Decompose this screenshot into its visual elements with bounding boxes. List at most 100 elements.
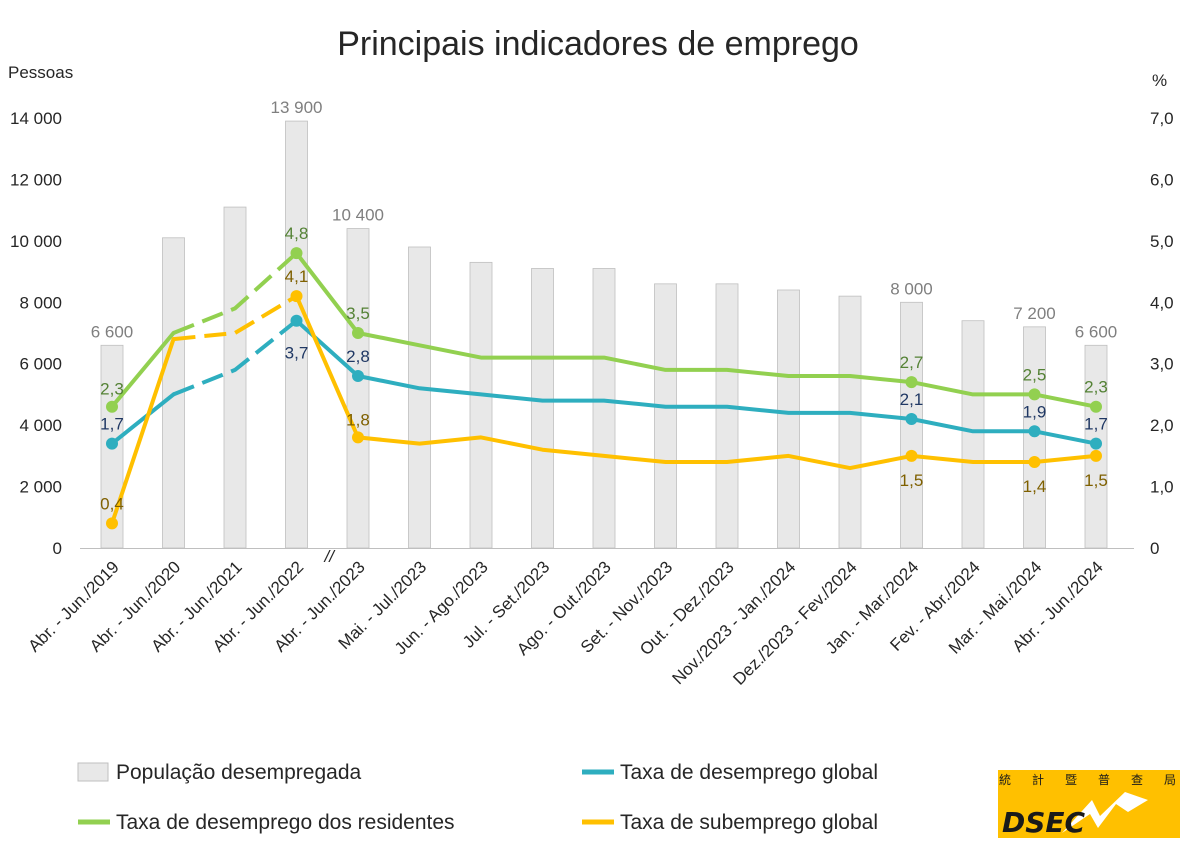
series-point-marker — [1028, 425, 1041, 438]
y-right-tick-label: 5,0 — [1150, 232, 1174, 251]
x-tick-label: Dez./2023 - Fev./2024 — [729, 557, 860, 688]
series-point-label: 2,3 — [100, 380, 124, 399]
logo-cjk-char: 計 — [1032, 772, 1044, 787]
series-point-label: 3,7 — [285, 344, 309, 363]
logo-cjk-char: 統 — [999, 773, 1011, 787]
series-point-label: 2,5 — [1023, 365, 1047, 384]
bar — [223, 206, 247, 549]
y-left-tick-label: 12 000 — [10, 170, 62, 189]
series-point-marker — [905, 376, 918, 389]
series-point-label: 4,8 — [285, 224, 309, 243]
y-left-tick-label: 2 000 — [19, 478, 62, 497]
series-point-label: 2,7 — [900, 353, 924, 372]
series-point-marker — [106, 437, 118, 450]
series-line-segment — [294, 294, 1098, 471]
series-line-segment — [110, 337, 176, 526]
series-point-label: 1,4 — [1023, 477, 1047, 496]
bar-value-label: 7 200 — [1013, 304, 1056, 323]
series-point-marker — [290, 247, 303, 260]
bars-group — [100, 120, 1108, 549]
y-left-tick-label: 0 — [53, 539, 62, 558]
bar — [838, 295, 862, 549]
y-right-tick-label: 1,0 — [1150, 478, 1174, 497]
series-point-marker — [905, 413, 918, 425]
series-point-marker — [106, 400, 118, 413]
series-point-label: 2,1 — [900, 390, 924, 409]
bar — [654, 283, 677, 549]
y-right-tick-label: 7,0 — [1150, 109, 1174, 128]
legend-label: Taxa de desemprego global — [620, 761, 878, 784]
series-point-label: 1,8 — [346, 410, 370, 429]
series-point-label: 4,1 — [285, 267, 309, 286]
series-point-label: 0,4 — [100, 494, 124, 513]
y-right-unit-label: % — [1152, 71, 1167, 90]
series-point-marker — [106, 517, 118, 530]
series-point-marker — [1028, 456, 1041, 468]
series-line-dashed-segment — [172, 319, 298, 397]
bar-value-label: 8 000 — [890, 279, 933, 298]
series-point-marker — [352, 370, 364, 382]
legend-label: Taxa de desemprego dos residentes — [116, 811, 455, 834]
bar-value-label: 6 600 — [1075, 322, 1118, 341]
series-point-label: 2,3 — [1084, 378, 1108, 397]
logo-zigzag-icon — [1062, 792, 1148, 833]
axis-break-marker: // — [324, 547, 337, 566]
bar — [777, 289, 800, 549]
logo-cjk-char: 普 — [1098, 773, 1110, 787]
series-point-marker — [290, 314, 303, 327]
logo-cjk-char: 局 — [1164, 773, 1176, 787]
series-point-label: 1,7 — [100, 415, 124, 434]
series-line-segment — [110, 331, 176, 409]
series-point-marker — [1028, 388, 1041, 401]
series-point-label: 1,5 — [900, 471, 924, 490]
bar — [961, 320, 985, 549]
series-point-label: 1,9 — [1023, 402, 1047, 421]
bar — [592, 268, 616, 549]
legend-label: Taxa de subemprego global — [620, 811, 878, 834]
y-left-unit-label: Pessoas — [8, 63, 73, 82]
series-line-segment — [294, 251, 1098, 409]
logo-cjk-char: 查 — [1131, 773, 1143, 787]
bar-value-label: 6 600 — [91, 322, 134, 341]
logo-text: DSEC — [1002, 806, 1086, 839]
bar — [531, 268, 554, 549]
bar-value-label: 13 900 — [271, 98, 323, 117]
y-right-tick-label: 3,0 — [1150, 355, 1174, 374]
series-point-marker — [290, 290, 303, 303]
y-right-tick-label: 4,0 — [1150, 293, 1174, 312]
y-right-tick-label: 2,0 — [1150, 416, 1174, 435]
legend-label: População desempregada — [116, 761, 362, 784]
series-line-segment — [294, 318, 1098, 446]
series-point-marker — [352, 431, 364, 444]
y-left-tick-label: 8 000 — [19, 293, 62, 312]
bar — [1023, 326, 1046, 549]
bar — [346, 228, 370, 549]
bar — [285, 120, 308, 549]
labels-group: 6 600 13 900 10 400 8 000 7 200 6 600 2,3 4,8 3,… — [91, 98, 1118, 513]
series-point-label: 3,5 — [346, 304, 370, 323]
y-left-tick-label: 14 000 — [10, 109, 62, 128]
legend: População desempregada Taxa de desemprego… — [77, 761, 878, 834]
series-point-marker — [352, 327, 364, 339]
dsec-logo: 統 計 暨 普 查 局 DSEC — [998, 770, 1180, 839]
logo-cjk-char: 暨 — [1065, 773, 1077, 787]
series-line-dashed-segment — [173, 294, 298, 342]
series-point-label: 1,7 — [1084, 415, 1108, 434]
series-point-label: 1,5 — [1084, 471, 1108, 490]
bar — [900, 301, 923, 549]
series-line-dashed-segment — [172, 251, 298, 335]
y-left-tick-label: 10 000 — [10, 232, 62, 251]
series-point-marker — [905, 449, 918, 462]
y-left-tick-label: 6 000 — [19, 355, 62, 374]
legend-swatch-bar — [77, 762, 109, 782]
chart-title: Principais indicadores de emprego — [337, 25, 859, 63]
series-point-label: 2,8 — [346, 347, 370, 366]
x-tick-label: Nov./2023 - Jan./2024 — [669, 557, 800, 688]
bar — [715, 283, 739, 549]
y-right-tick-label: 6,0 — [1150, 170, 1174, 189]
bar-value-label: 10 400 — [332, 206, 384, 225]
bar — [469, 261, 493, 549]
y-right-tick-label: 0 — [1150, 539, 1159, 558]
series-line-segment — [110, 392, 176, 446]
